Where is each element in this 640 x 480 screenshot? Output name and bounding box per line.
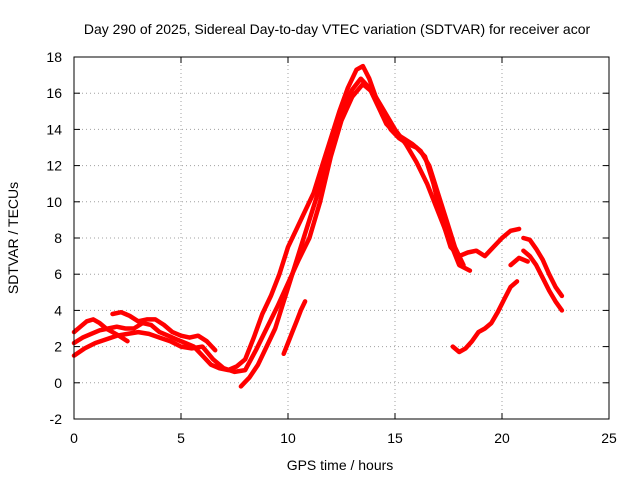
series-line (71, 81, 473, 375)
y-tick-label: 10 (46, 194, 62, 210)
y-tick-label: -2 (50, 411, 63, 427)
y-tick-label: 12 (46, 158, 62, 174)
y-tick-label: 2 (54, 339, 62, 355)
x-axis-ticks: 0 5 10 15 20 25 (70, 57, 617, 446)
y-tick-label: 18 (46, 49, 62, 65)
y-tick-label: 14 (46, 121, 62, 137)
series-line (521, 248, 565, 313)
x-tick-label: 0 (70, 430, 78, 446)
y-tick-label: 4 (54, 302, 62, 318)
series-line (281, 299, 308, 357)
x-tick-label: 25 (601, 430, 617, 446)
x-tick-label: 10 (280, 430, 296, 446)
y-tick-label: 0 (54, 375, 62, 391)
x-tick-label: 20 (494, 430, 510, 446)
series-line (238, 76, 466, 389)
y-axis-ticks: -2 0 2 4 6 8 10 12 14 16 18 (46, 49, 609, 427)
y-axis-label: SDTVAR / TECUs (5, 182, 21, 294)
chart-title: Day 290 of 2025, Sidereal Day-to-day VTE… (84, 21, 591, 37)
x-tick-label: 15 (387, 430, 403, 446)
y-tick-label: 6 (54, 266, 62, 282)
series-line (508, 255, 530, 268)
series-line (71, 317, 130, 344)
series-line (450, 279, 520, 355)
x-axis-label: GPS time / hours (287, 457, 394, 473)
y-tick-label: 8 (54, 230, 62, 246)
x-tick-label: 5 (177, 430, 185, 446)
series-line (110, 309, 218, 353)
series-group (71, 63, 565, 389)
y-tick-label: 16 (46, 85, 62, 101)
series-line (521, 235, 565, 299)
